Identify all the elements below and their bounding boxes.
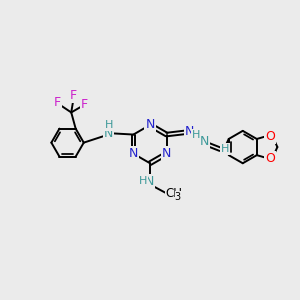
Text: H: H [221, 144, 229, 154]
Text: 3: 3 [175, 191, 181, 202]
Text: F: F [81, 98, 88, 111]
Text: N: N [200, 135, 209, 148]
Text: N: N [129, 147, 138, 160]
Text: N: N [145, 175, 154, 188]
Text: N: N [185, 125, 194, 138]
Text: N: N [104, 127, 113, 140]
Text: N: N [162, 147, 171, 160]
Text: F: F [54, 96, 61, 109]
Text: F: F [70, 89, 77, 102]
Text: H: H [192, 130, 200, 140]
Text: H: H [139, 176, 147, 186]
Text: O: O [265, 152, 275, 165]
Text: N: N [145, 118, 155, 131]
Text: CH: CH [165, 188, 182, 200]
Text: H: H [104, 120, 113, 130]
Text: O: O [265, 130, 275, 142]
